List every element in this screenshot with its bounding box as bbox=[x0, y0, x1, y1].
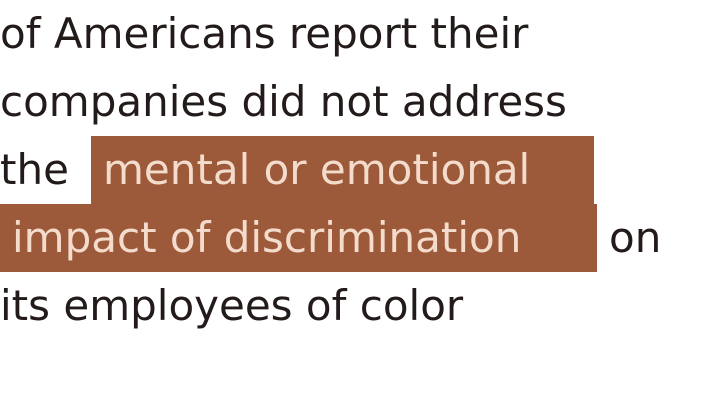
highlight-segment-2: impact of discrimination bbox=[0, 204, 597, 272]
statement-line-5: its employees of color bbox=[0, 281, 464, 330]
statement-line-4-plain: on bbox=[609, 213, 662, 262]
highlight-segment-1: mental or emotional bbox=[91, 136, 594, 204]
statement-line-1: of Americans report their bbox=[0, 9, 529, 58]
statement-line-2: companies did not address bbox=[0, 77, 567, 126]
statement-line-3-plain: the bbox=[0, 145, 69, 194]
